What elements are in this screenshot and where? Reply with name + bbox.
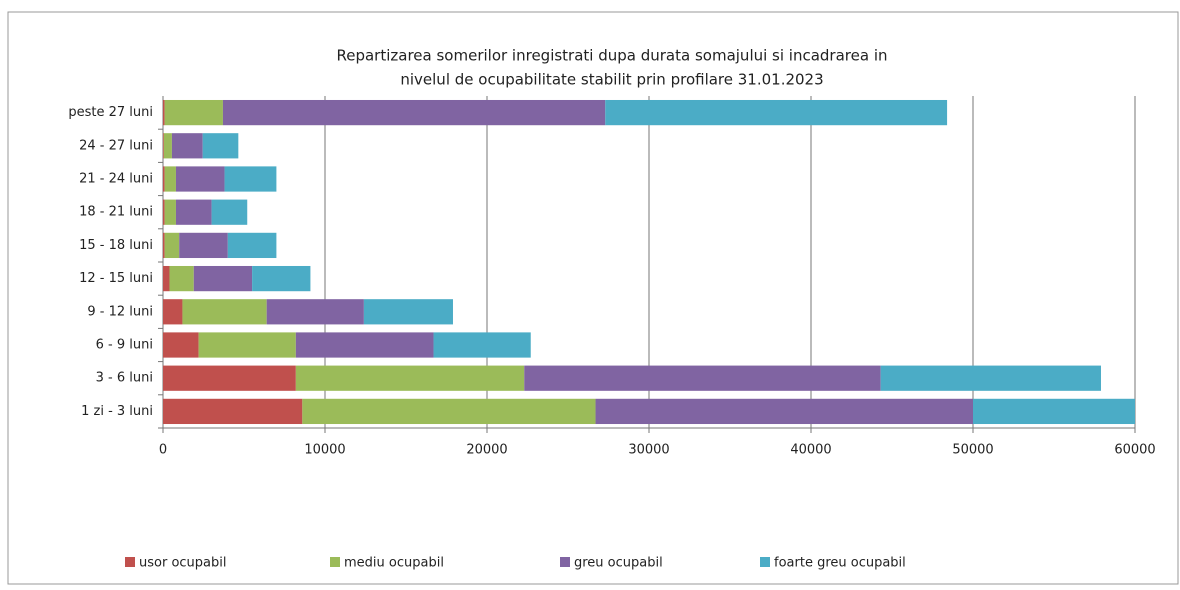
bar-segment <box>163 199 165 225</box>
y-tick-label: 21 - 24 luni <box>79 172 153 187</box>
legend-label: usor ocupabil <box>139 556 226 571</box>
x-tick-label: 40000 <box>790 443 831 458</box>
bar-segment <box>169 265 194 292</box>
chart-frame <box>7 11 1179 585</box>
legend-label: foarte greu ocupabil <box>774 556 906 571</box>
bar-segment <box>163 299 183 325</box>
bar-segment <box>163 133 164 159</box>
y-tick-label: peste 27 luni <box>68 105 153 120</box>
legend-swatch <box>560 557 570 567</box>
bar-segment <box>595 398 973 425</box>
bar-segment <box>163 398 303 425</box>
bar-segment <box>163 332 199 358</box>
bar-segment <box>164 232 180 259</box>
bar-segment <box>163 99 165 126</box>
bar-segment <box>163 232 165 259</box>
chart-title: nivelul de ocupabilitate stabilit prin p… <box>400 71 823 89</box>
x-tick-label: 0 <box>159 443 167 458</box>
bar-segment <box>193 265 253 292</box>
bar-segment <box>266 299 364 325</box>
bar-segment <box>524 365 881 391</box>
bar-segment <box>164 99 223 126</box>
y-tick-label: 1 zi - 3 luni <box>81 404 153 419</box>
x-tick-label: 50000 <box>952 443 993 458</box>
y-tick-label: 6 - 9 luni <box>96 338 153 353</box>
bar-segment <box>363 299 453 325</box>
bar-segment <box>202 133 239 159</box>
legend-swatch <box>125 557 135 567</box>
bar-segment <box>227 232 277 259</box>
y-tick-label: 9 - 12 luni <box>87 304 153 319</box>
legend-label: greu ocupabil <box>574 556 663 571</box>
y-tick-label: 18 - 21 luni <box>79 205 153 220</box>
x-tick-label: 20000 <box>466 443 507 458</box>
bar-segment <box>880 365 1101 391</box>
bar-segment <box>252 265 311 292</box>
bar-segment <box>163 166 165 192</box>
bar-segment <box>182 299 267 325</box>
chart-title: Repartizarea somerilor inregistrati dupa… <box>336 47 887 65</box>
bar-segment <box>175 166 225 192</box>
legend-swatch <box>330 557 340 567</box>
bar-segment <box>211 199 248 225</box>
bar-segment <box>171 133 203 159</box>
x-tick-label: 30000 <box>628 443 669 458</box>
bar-segment <box>295 365 525 391</box>
legend-label: mediu ocupabil <box>344 556 444 571</box>
x-tick-label: 60000 <box>1114 443 1155 458</box>
bar-segment <box>163 365 296 391</box>
y-tick-label: 3 - 6 luni <box>96 371 153 386</box>
bar-segment <box>164 199 176 225</box>
bar-segment <box>198 332 296 358</box>
bar-segment <box>175 199 212 225</box>
bar-segment <box>222 99 606 126</box>
bar-segment <box>164 166 176 192</box>
y-tick-label: 15 - 18 luni <box>79 238 153 253</box>
bar-segment <box>302 398 596 425</box>
bar-segment <box>163 265 170 292</box>
bar-segment <box>163 133 172 159</box>
y-tick-label: 12 - 15 luni <box>79 271 153 286</box>
bar-segment <box>295 332 434 358</box>
bar-segment <box>605 99 948 126</box>
bar-segment <box>179 232 228 259</box>
y-tick-label: 24 - 27 luni <box>79 138 153 153</box>
x-tick-label: 10000 <box>304 443 345 458</box>
bar-segment <box>973 398 1135 425</box>
bar-segment <box>433 332 531 358</box>
legend-swatch <box>760 557 770 567</box>
bar-segment <box>224 166 277 192</box>
